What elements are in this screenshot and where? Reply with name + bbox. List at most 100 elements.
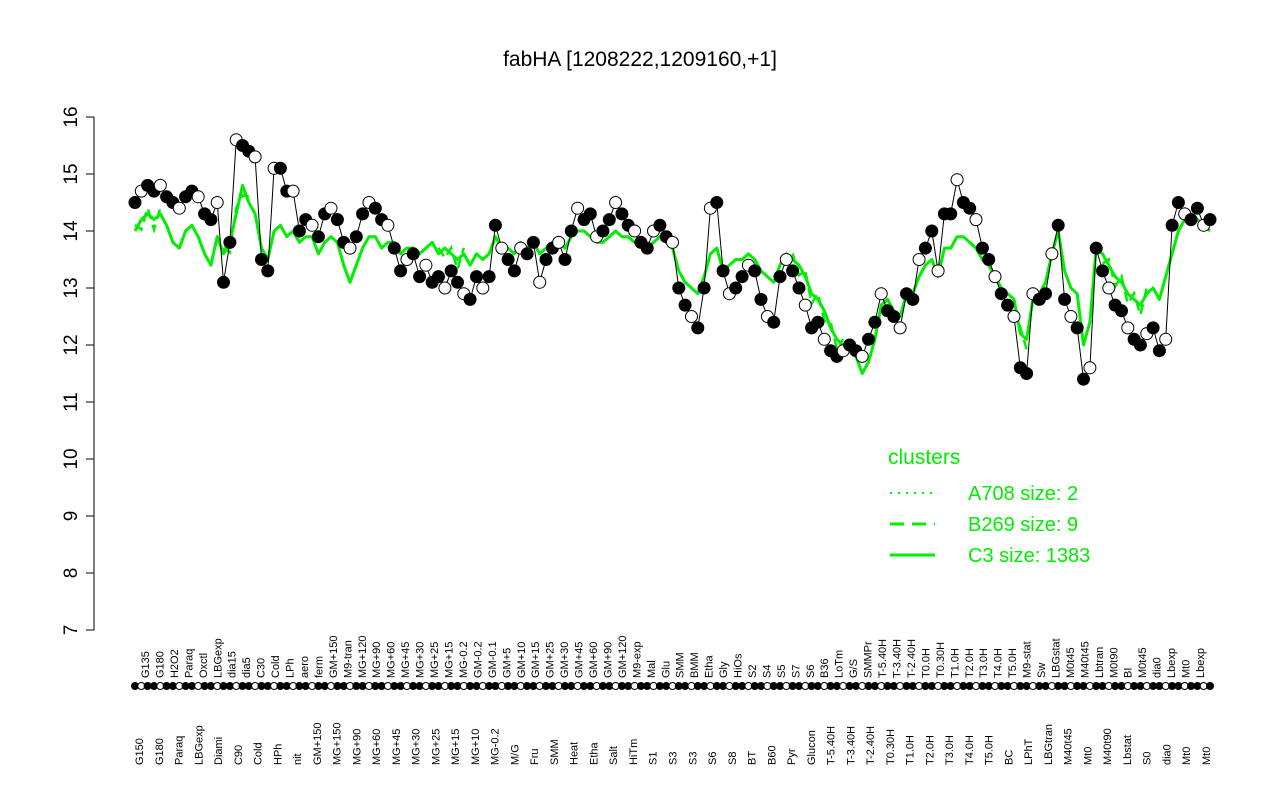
x-category-label-bottom: Cold xyxy=(253,742,265,765)
data-point xyxy=(609,196,623,209)
data-point xyxy=(438,281,452,295)
x-category-label-top: GM-0.2 xyxy=(472,641,484,678)
x-category-label-top: GM+90 xyxy=(602,642,614,678)
data-point xyxy=(944,207,958,221)
x-category-label-top: B36 xyxy=(819,658,831,678)
x-category-label-top: GM-0.1 xyxy=(487,641,499,678)
data-point xyxy=(1165,218,1179,232)
data-point xyxy=(217,275,230,289)
x-category-label-top: C30 xyxy=(256,658,268,678)
x-category-label-top: M40t45 xyxy=(1079,641,1091,678)
x-category-label-top: SMMPr xyxy=(863,641,875,678)
data-point xyxy=(381,218,395,232)
data-point xyxy=(463,292,477,306)
x-category-label-top: GM+120 xyxy=(617,636,629,679)
data-point xyxy=(286,184,300,198)
x-category-label-top: MG+60 xyxy=(386,642,398,678)
x-category-label-bottom: T0.30H xyxy=(885,729,897,765)
y-tick-label: 10 xyxy=(61,448,82,469)
x-category-label-bottom: HiTm xyxy=(628,739,640,765)
x-category-label-bottom: M40t90 xyxy=(1102,728,1114,765)
data-point xyxy=(419,258,433,272)
x-category-label-top: GM+30 xyxy=(559,642,571,678)
data-point xyxy=(223,235,237,249)
x-category-label-bottom: Heat xyxy=(569,742,581,765)
legend-label-c3: C3 size: 1383 xyxy=(968,545,1090,567)
data-point xyxy=(368,201,382,215)
data-point xyxy=(887,310,901,323)
x-category-label-top: T1.0H xyxy=(949,648,961,678)
y-tick-label: 7 xyxy=(61,625,82,636)
data-point xyxy=(697,281,711,295)
x-category-label-top: Gly xyxy=(718,661,730,678)
data-point xyxy=(868,315,882,329)
data-point xyxy=(349,230,363,244)
x-category-label-bottom: T-5.40H xyxy=(826,726,838,765)
x-category-label-top: T0.0H xyxy=(920,648,932,678)
data-point xyxy=(1045,247,1059,261)
x-category-label-bottom: S6 xyxy=(707,752,719,765)
legend-label-a708: A708 size: 2 xyxy=(968,483,1078,505)
data-point xyxy=(552,235,566,249)
x-category-label-bottom: Lbstat xyxy=(1122,735,1134,765)
x-category-label-top: Etha xyxy=(704,654,716,678)
data-point xyxy=(444,264,458,278)
y-tick-label: 8 xyxy=(61,568,82,579)
x-category-label-top: Lbexp xyxy=(1195,648,1207,678)
data-point xyxy=(482,270,496,284)
x-category-label-bottom: Glucon xyxy=(806,730,818,765)
x-category-label-top: LoTm xyxy=(834,650,846,678)
x-category-label-top: BMM xyxy=(689,652,701,678)
x-category-label-top: S2 xyxy=(747,665,759,678)
x-category-label-top: MG+25 xyxy=(429,642,441,678)
x-category-label-top: GM+60 xyxy=(588,642,600,678)
x-category-label-top: LBGexp xyxy=(212,638,224,678)
x-category-label-top: GM+45 xyxy=(574,642,586,678)
data-point xyxy=(754,292,768,306)
x-category-label-bottom: MG+90 xyxy=(351,729,363,765)
x-category-label-bottom: S3 xyxy=(668,752,680,765)
data-point xyxy=(526,235,540,249)
data-point xyxy=(602,213,616,227)
x-category-label-top: T2.0H xyxy=(964,648,976,678)
data-point xyxy=(963,201,977,215)
x-category-label-bottom: LBGtran xyxy=(1043,724,1055,765)
x-category-label-bottom: SMM xyxy=(549,739,561,765)
x-category-label-bottom: B60 xyxy=(766,745,778,765)
data-point xyxy=(356,207,370,221)
data-point xyxy=(1190,201,1204,215)
data-point xyxy=(729,281,743,295)
data-point xyxy=(1020,367,1034,380)
y-tick-label: 16 xyxy=(61,106,82,127)
data-point xyxy=(558,253,572,266)
data-point xyxy=(773,270,787,284)
x-category-label-top: MG+90 xyxy=(371,642,383,678)
data-point xyxy=(172,201,186,215)
data-point xyxy=(653,218,667,232)
x-category-label-top: S4 xyxy=(761,665,773,678)
data-point xyxy=(1184,213,1198,227)
data-point xyxy=(470,270,483,284)
x-category-label-top: LBGstat xyxy=(1050,638,1062,678)
data-point xyxy=(1146,321,1160,335)
data-point xyxy=(855,349,869,363)
data-point xyxy=(994,287,1008,301)
x-category-label-top: Cold xyxy=(270,655,282,678)
x-category-label-top: MG-0.2 xyxy=(458,641,470,678)
x-category-label-top: T-2.40H xyxy=(906,639,918,678)
data-point xyxy=(292,224,306,238)
data-point xyxy=(811,315,825,329)
x-category-label-bottom: BT xyxy=(747,751,759,765)
x-category-label-top: T-3.40H xyxy=(892,639,904,678)
x-category-label-top: Sw xyxy=(1036,663,1048,678)
data-point xyxy=(1039,287,1053,301)
data-point xyxy=(413,270,427,284)
x-category-label-bottom: T5.0H xyxy=(984,735,996,765)
data-point xyxy=(918,241,932,255)
x-category-label-bottom: nit xyxy=(292,753,304,765)
x-category-label-top: ferm xyxy=(313,656,325,678)
x-category-label-bottom: MG+150 xyxy=(332,723,344,766)
data-point xyxy=(1058,292,1072,306)
data-point xyxy=(893,321,907,335)
data-point xyxy=(1102,281,1116,295)
